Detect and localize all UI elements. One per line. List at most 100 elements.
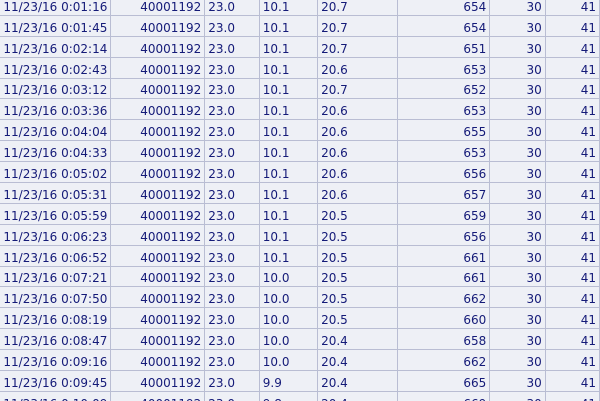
value-e-cell[interactable]: 30 (489, 161, 546, 184)
value-d-cell[interactable]: 660 (397, 307, 491, 330)
value-a-cell[interactable]: 23.0 (204, 245, 260, 267)
value-e-cell[interactable]: 30 (489, 98, 546, 121)
value-a-cell[interactable]: 23.0 (204, 182, 260, 204)
timestamp-cell[interactable]: 11/23/16 0:03:12 (0, 78, 112, 100)
timestamp-cell[interactable]: 11/23/16 0:06:52 (0, 245, 112, 267)
value-f-cell[interactable]: 41 (545, 203, 600, 225)
timestamp-cell[interactable]: 11/23/16 0:04:04 (0, 119, 112, 142)
value-d-cell[interactable]: 665 (397, 370, 491, 392)
value-d-cell[interactable]: 656 (397, 224, 491, 246)
sensor-id-cell[interactable]: 40001192 (110, 161, 206, 184)
timestamp-cell[interactable]: 11/23/16 0:02:14 (0, 36, 112, 58)
value-c-cell[interactable]: 20.7 (317, 15, 398, 37)
value-b-cell[interactable]: 10.0 (259, 266, 319, 288)
value-a-cell[interactable]: 23.0 (204, 0, 260, 16)
value-f-cell[interactable]: 41 (545, 224, 600, 246)
value-b-cell[interactable]: 10.0 (259, 349, 319, 372)
value-e-cell[interactable]: 30 (489, 0, 546, 16)
value-b-cell[interactable]: 10.1 (259, 78, 319, 100)
value-b-cell[interactable]: 10.1 (259, 140, 319, 163)
value-a-cell[interactable]: 23.0 (204, 370, 260, 392)
value-e-cell[interactable]: 30 (489, 349, 546, 372)
value-c-cell[interactable]: 20.5 (317, 203, 398, 225)
value-b-cell[interactable]: 10.0 (259, 307, 319, 330)
timestamp-cell[interactable]: 11/23/16 0:07:50 (0, 286, 112, 309)
value-e-cell[interactable]: 30 (489, 119, 546, 142)
value-f-cell[interactable]: 41 (545, 0, 600, 16)
value-c-cell[interactable]: 20.6 (317, 98, 398, 121)
value-b-cell[interactable]: 10.1 (259, 161, 319, 184)
value-a-cell[interactable]: 23.0 (204, 391, 260, 401)
value-f-cell[interactable]: 41 (545, 140, 600, 163)
value-f-cell[interactable]: 41 (545, 182, 600, 204)
value-a-cell[interactable]: 23.0 (204, 328, 260, 351)
value-c-cell[interactable]: 20.5 (317, 266, 398, 288)
sensor-id-cell[interactable]: 40001192 (110, 286, 206, 309)
value-c-cell[interactable]: 20.5 (317, 224, 398, 246)
timestamp-cell[interactable]: 11/23/16 0:10:09 (0, 391, 112, 401)
value-c-cell[interactable]: 20.5 (317, 307, 398, 330)
timestamp-cell[interactable]: 11/23/16 0:05:59 (0, 203, 112, 225)
value-f-cell[interactable]: 41 (545, 161, 600, 184)
value-e-cell[interactable]: 30 (489, 307, 546, 330)
timestamp-cell[interactable]: 11/23/16 0:09:45 (0, 370, 112, 392)
value-c-cell[interactable]: 20.6 (317, 140, 398, 163)
value-b-cell[interactable]: 10.0 (259, 286, 319, 309)
value-f-cell[interactable]: 41 (545, 266, 600, 288)
value-a-cell[interactable]: 23.0 (204, 349, 260, 372)
value-d-cell[interactable]: 661 (397, 266, 491, 288)
value-d-cell[interactable]: 659 (397, 203, 491, 225)
timestamp-cell[interactable]: 11/23/16 0:04:33 (0, 140, 112, 163)
value-e-cell[interactable]: 30 (489, 36, 546, 58)
value-d-cell[interactable]: 653 (397, 140, 491, 163)
value-e-cell[interactable]: 30 (489, 245, 546, 267)
value-b-cell[interactable]: 10.1 (259, 0, 319, 16)
value-e-cell[interactable]: 30 (489, 266, 546, 288)
value-c-cell[interactable]: 20.6 (317, 119, 398, 142)
value-e-cell[interactable]: 30 (489, 370, 546, 392)
sensor-id-cell[interactable]: 40001192 (110, 328, 206, 351)
timestamp-cell[interactable]: 11/23/16 0:07:21 (0, 266, 112, 288)
timestamp-cell[interactable]: 11/23/16 0:05:02 (0, 161, 112, 184)
value-d-cell[interactable]: 653 (397, 98, 491, 121)
value-b-cell[interactable]: 9.9 (259, 370, 319, 392)
value-d-cell[interactable]: 656 (397, 161, 491, 184)
value-e-cell[interactable]: 30 (489, 15, 546, 37)
value-f-cell[interactable]: 41 (545, 15, 600, 37)
value-e-cell[interactable]: 30 (489, 286, 546, 309)
value-b-cell[interactable]: 10.1 (259, 245, 319, 267)
sensor-id-cell[interactable]: 40001192 (110, 349, 206, 372)
value-a-cell[interactable]: 23.0 (204, 286, 260, 309)
value-a-cell[interactable]: 23.0 (204, 36, 260, 58)
value-b-cell[interactable]: 10.1 (259, 119, 319, 142)
timestamp-cell[interactable]: 11/23/16 0:02:43 (0, 57, 112, 79)
value-a-cell[interactable]: 23.0 (204, 119, 260, 142)
value-c-cell[interactable]: 20.7 (317, 36, 398, 58)
sensor-id-cell[interactable]: 40001192 (110, 119, 206, 142)
value-c-cell[interactable]: 20.4 (317, 370, 398, 392)
timestamp-cell[interactable]: 11/23/16 0:05:31 (0, 182, 112, 204)
value-a-cell[interactable]: 23.0 (204, 266, 260, 288)
value-e-cell[interactable]: 30 (489, 328, 546, 351)
value-c-cell[interactable]: 20.7 (317, 78, 398, 100)
value-c-cell[interactable]: 20.7 (317, 0, 398, 16)
value-a-cell[interactable]: 23.0 (204, 140, 260, 163)
value-a-cell[interactable]: 23.0 (204, 224, 260, 246)
timestamp-cell[interactable]: 11/23/16 0:03:36 (0, 98, 112, 121)
value-f-cell[interactable]: 41 (545, 349, 600, 372)
value-d-cell[interactable]: 652 (397, 78, 491, 100)
value-d-cell[interactable]: 657 (397, 182, 491, 204)
value-f-cell[interactable]: 41 (545, 98, 600, 121)
value-e-cell[interactable]: 30 (489, 182, 546, 204)
value-a-cell[interactable]: 23.0 (204, 203, 260, 225)
sensor-id-cell[interactable]: 40001192 (110, 78, 206, 100)
value-c-cell[interactable]: 20.4 (317, 391, 398, 401)
value-d-cell[interactable]: 654 (397, 0, 491, 16)
value-e-cell[interactable]: 30 (489, 224, 546, 246)
value-c-cell[interactable]: 20.6 (317, 57, 398, 79)
value-d-cell[interactable]: 653 (397, 57, 491, 79)
value-b-cell[interactable]: 10.1 (259, 182, 319, 204)
value-f-cell[interactable]: 41 (545, 328, 600, 351)
value-b-cell[interactable]: 9.8 (259, 391, 319, 401)
sensor-id-cell[interactable]: 40001192 (110, 140, 206, 163)
